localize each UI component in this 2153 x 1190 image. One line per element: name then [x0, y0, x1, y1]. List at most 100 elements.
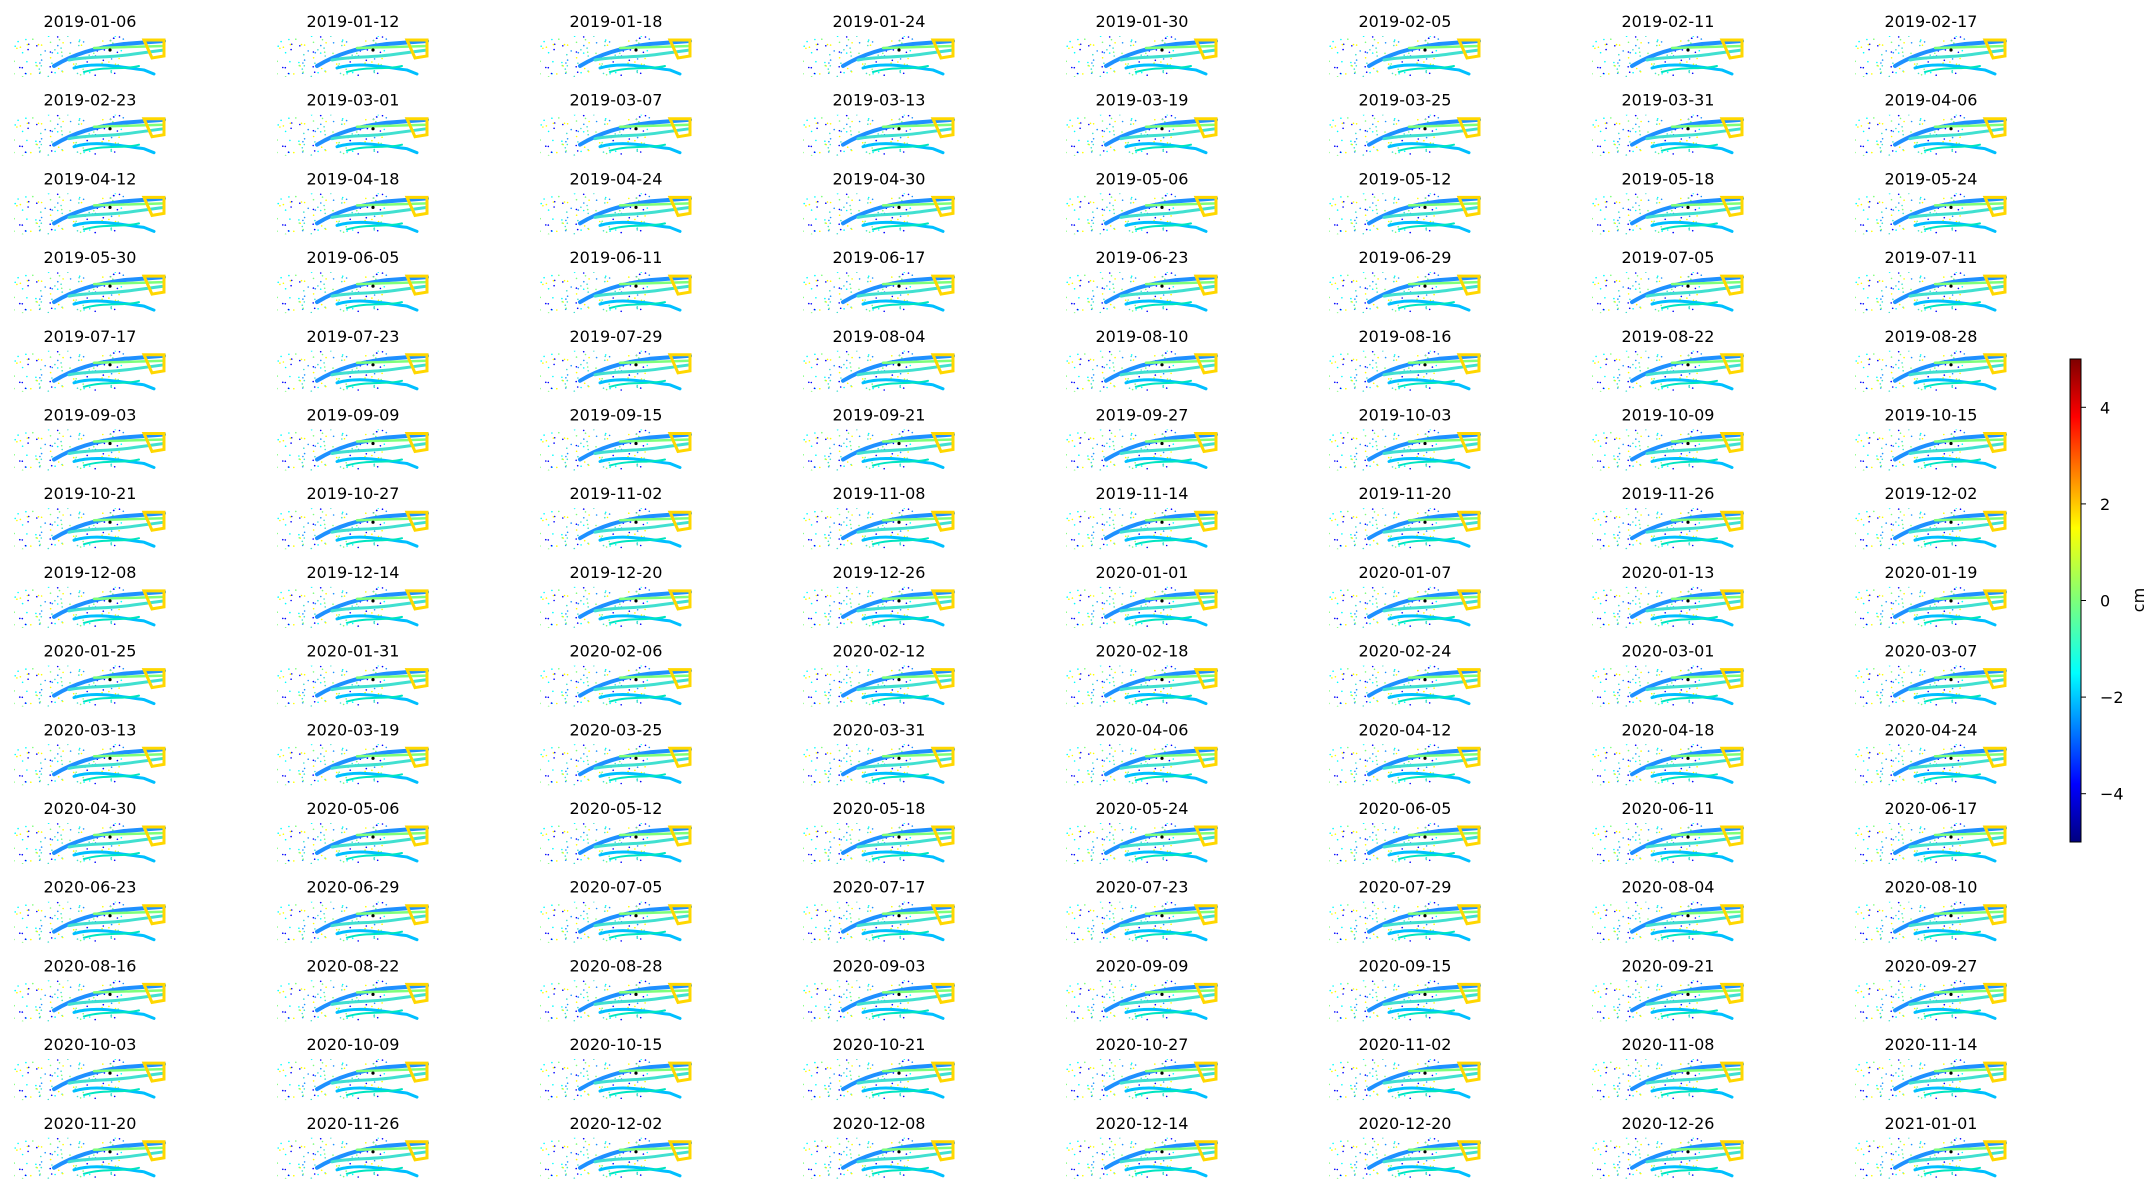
map-panel [803, 114, 955, 156]
panel-title: 2020-08-16 [44, 956, 137, 975]
panel-title: 2020-06-23 [44, 878, 137, 897]
map-panel [1592, 114, 1744, 156]
map-panel [1066, 1137, 1218, 1179]
panel-title: 2020-10-09 [307, 1035, 400, 1054]
panel-title: 2020-10-27 [1096, 1035, 1189, 1054]
map-panel [1855, 823, 2007, 864]
panel-title: 2019-04-06 [1885, 91, 1978, 110]
map-panel [803, 1137, 955, 1179]
map-panel [1855, 744, 2007, 786]
panel-title: 2020-10-03 [44, 1035, 137, 1054]
map-panel [1592, 272, 1744, 314]
map-panel [277, 114, 429, 156]
map-panel [14, 114, 166, 156]
map-panel [14, 744, 166, 786]
panel-title: 2019-08-16 [1359, 327, 1452, 346]
panel-title: 2020-01-13 [1622, 563, 1715, 582]
map-panel [14, 901, 166, 943]
map-panel [1329, 36, 1481, 77]
map-panel [14, 36, 166, 77]
map-panel [803, 508, 955, 550]
panel-title: 2019-05-18 [1622, 169, 1715, 188]
panel-title: 2019-02-23 [44, 91, 137, 110]
panel-title: 2019-11-14 [1096, 484, 1189, 503]
map-panel [277, 1137, 429, 1179]
panel-title: 2020-01-31 [307, 642, 400, 661]
map-panel [540, 36, 692, 77]
panel-title: 2020-12-20 [1359, 1114, 1452, 1133]
panel-title: 2019-11-02 [570, 484, 663, 503]
panel-title: 2019-06-29 [1359, 248, 1452, 267]
panel-title: 2020-03-07 [1885, 642, 1978, 661]
map-panel [277, 744, 429, 786]
map-panel [803, 36, 955, 77]
panel-title: 2019-04-30 [833, 169, 926, 188]
colorbar [2069, 358, 2082, 843]
map-panel [1592, 980, 1744, 1022]
map-panel [14, 665, 166, 707]
panel-title: 2019-01-18 [570, 12, 663, 31]
map-panel [277, 36, 429, 77]
map-panel [1855, 508, 2007, 550]
panel-title: 2020-05-24 [1096, 799, 1189, 818]
panel-title: 2020-11-02 [1359, 1035, 1452, 1054]
panel-title: 2019-12-14 [307, 563, 400, 582]
map-panel [277, 429, 429, 471]
map-panel [1855, 1137, 2007, 1179]
panel-title: 2020-04-30 [44, 799, 137, 818]
panel-title: 2020-01-01 [1096, 563, 1189, 582]
map-panel [1592, 823, 1744, 864]
colorbar-tick-label: 4 [2100, 398, 2110, 417]
panel-title: 2020-11-20 [44, 1114, 137, 1133]
panel-title: 2019-12-02 [1885, 484, 1978, 503]
map-panel [1592, 901, 1744, 943]
map-panel [1855, 665, 2007, 707]
panel-title: 2019-11-26 [1622, 484, 1715, 503]
panel-title: 2020-07-29 [1359, 878, 1452, 897]
panel-title: 2019-03-13 [833, 91, 926, 110]
map-panel [1329, 1059, 1481, 1101]
map-panel [277, 980, 429, 1022]
map-panel [1329, 350, 1481, 392]
panel-title: 2020-12-26 [1622, 1114, 1715, 1133]
map-panel [1855, 980, 2007, 1022]
map-panel [1592, 1059, 1744, 1101]
panel-title: 2019-01-30 [1096, 12, 1189, 31]
map-panel [1855, 350, 2007, 392]
panel-title: 2020-06-29 [307, 878, 400, 897]
panel-title: 2019-09-09 [307, 406, 400, 425]
panel-title: 2020-06-17 [1885, 799, 1978, 818]
panel-title: 2019-05-06 [1096, 169, 1189, 188]
panel-title: 2019-04-24 [570, 169, 663, 188]
panel-title: 2019-01-24 [833, 12, 926, 31]
panel-title: 2020-07-05 [570, 878, 663, 897]
panel-title: 2020-09-21 [1622, 956, 1715, 975]
panel-title: 2020-10-15 [570, 1035, 663, 1054]
panel-title: 2020-05-06 [307, 799, 400, 818]
panel-title: 2019-12-08 [44, 563, 137, 582]
map-panel [14, 350, 166, 392]
map-panel [1855, 272, 2007, 314]
panel-title: 2019-06-23 [1096, 248, 1189, 267]
panel-title: 2019-03-19 [1096, 91, 1189, 110]
map-panel [277, 823, 429, 864]
map-panel [803, 665, 955, 707]
map-panel [277, 350, 429, 392]
map-panel [14, 586, 166, 628]
panel-title: 2019-08-22 [1622, 327, 1715, 346]
map-panel [277, 901, 429, 943]
map-panel [803, 429, 955, 471]
map-panel [1066, 1059, 1218, 1101]
map-panel [1329, 586, 1481, 628]
map-panel [540, 980, 692, 1022]
panel-title: 2020-07-17 [833, 878, 926, 897]
map-panel [540, 1137, 692, 1179]
panel-title: 2020-08-10 [1885, 878, 1978, 897]
map-panel [1066, 586, 1218, 628]
map-panel [1066, 508, 1218, 550]
map-panel [1066, 429, 1218, 471]
map-panel [1855, 193, 2007, 235]
map-panel [540, 429, 692, 471]
panel-title: 2019-06-11 [570, 248, 663, 267]
map-panel [1592, 665, 1744, 707]
